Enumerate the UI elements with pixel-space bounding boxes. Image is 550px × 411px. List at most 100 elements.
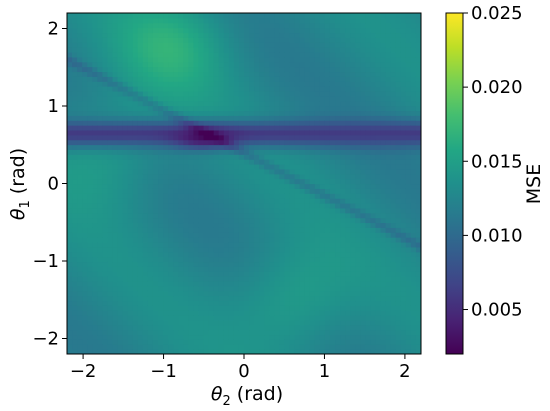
heatmap-cell <box>142 310 149 316</box>
heatmap-cell <box>112 237 119 243</box>
heatmap-cell <box>117 105 124 112</box>
heatmap-cell <box>254 32 260 38</box>
heatmap-cell <box>213 193 220 199</box>
heatmap-cell <box>183 290 189 297</box>
heatmap-cell <box>249 315 255 321</box>
heatmap-cell <box>173 81 179 87</box>
heatmap-cell <box>254 344 260 350</box>
heatmap-cell <box>355 246 361 253</box>
heatmap-cell <box>350 329 356 336</box>
heatmap-cell <box>254 212 260 219</box>
heatmap-cell <box>218 76 225 82</box>
heatmap-cell <box>244 261 250 267</box>
heatmap-cell <box>314 227 321 233</box>
heatmap-cell <box>410 285 417 292</box>
heatmap-cell <box>82 17 88 24</box>
heatmap-cell <box>340 271 346 277</box>
heatmap-cell <box>193 227 200 233</box>
heatmap-cell <box>304 183 311 189</box>
heatmap-cell <box>345 305 351 311</box>
heatmap-cell <box>370 61 377 68</box>
heatmap-cell <box>375 305 382 311</box>
heatmap-cell <box>365 207 372 214</box>
heatmap-cell <box>122 334 129 340</box>
heatmap-cell <box>380 212 387 219</box>
heatmap-cell <box>178 42 184 48</box>
heatmap-cell <box>107 217 114 224</box>
heatmap-cell <box>405 319 412 326</box>
heatmap-cell <box>127 178 134 185</box>
heatmap-cell <box>163 129 169 136</box>
heatmap-cell <box>355 27 361 34</box>
heatmap-cell <box>294 149 301 155</box>
heatmap-cell <box>345 37 351 43</box>
heatmap-cell <box>329 71 336 77</box>
heatmap-cell <box>375 324 382 331</box>
heatmap-cell <box>213 349 220 354</box>
heatmap-cell <box>92 86 98 92</box>
heatmap-cell <box>314 144 321 150</box>
heatmap-cell <box>380 27 387 34</box>
heatmap-cell <box>112 349 119 354</box>
heatmap-cell <box>218 17 225 24</box>
heatmap-cell <box>77 256 83 263</box>
heatmap-cell <box>87 178 93 185</box>
heatmap-cell <box>203 251 210 258</box>
heatmap-cell <box>112 27 119 34</box>
heatmap-cell <box>324 344 331 350</box>
heatmap-cell <box>264 37 270 43</box>
heatmap-cell <box>380 86 387 92</box>
heatmap-cell <box>259 129 265 136</box>
heatmap-cell <box>274 115 280 121</box>
heatmap-cell <box>405 349 412 354</box>
heatmap-cell <box>183 159 189 165</box>
heatmap-cell <box>400 154 407 160</box>
heatmap-cell <box>405 168 412 175</box>
heatmap-cell <box>233 207 240 214</box>
heatmap-cell <box>72 276 78 282</box>
heatmap-cell <box>319 159 326 165</box>
heatmap-cell <box>345 42 351 48</box>
heatmap-cell <box>244 13 250 19</box>
heatmap-cell <box>244 32 250 38</box>
heatmap-cell <box>72 217 78 224</box>
heatmap-cell <box>244 164 250 170</box>
heatmap-cell <box>395 125 402 131</box>
heatmap-cell <box>319 266 326 272</box>
heatmap-cell <box>314 81 321 87</box>
heatmap-cell <box>77 37 83 43</box>
heatmap-cell <box>198 164 205 170</box>
heatmap-cell <box>208 202 215 209</box>
heatmap-cell <box>355 241 361 248</box>
heatmap-cell <box>223 295 230 302</box>
heatmap-cell <box>198 95 205 102</box>
heatmap-cell <box>274 222 280 228</box>
heatmap-cell <box>410 134 417 141</box>
heatmap-cell <box>380 13 387 19</box>
heatmap-cell <box>309 222 316 228</box>
heatmap-cell <box>410 300 417 306</box>
heatmap-cell <box>279 315 286 321</box>
heatmap-cell <box>178 251 184 258</box>
heatmap-cell <box>319 81 326 87</box>
heatmap-cell <box>355 285 361 292</box>
heatmap-cell <box>117 51 124 58</box>
heatmap-cell <box>380 66 387 73</box>
heatmap-cell <box>259 17 265 24</box>
heatmap-cell <box>203 17 210 24</box>
heatmap-cell <box>178 339 184 345</box>
heatmap-cell <box>365 319 372 326</box>
heatmap-cell <box>228 310 235 316</box>
heatmap-cell <box>97 319 103 326</box>
heatmap-cell <box>218 22 225 29</box>
heatmap-cell <box>233 339 240 345</box>
heatmap-cell <box>198 139 205 146</box>
heatmap-cell <box>127 227 134 233</box>
heatmap-cell <box>152 202 159 209</box>
heatmap-cell <box>375 334 382 340</box>
heatmap-cell <box>319 271 326 277</box>
heatmap-cell <box>329 329 336 336</box>
heatmap-cell <box>193 110 200 116</box>
heatmap-cell <box>203 32 210 38</box>
heatmap-cell <box>223 168 230 175</box>
